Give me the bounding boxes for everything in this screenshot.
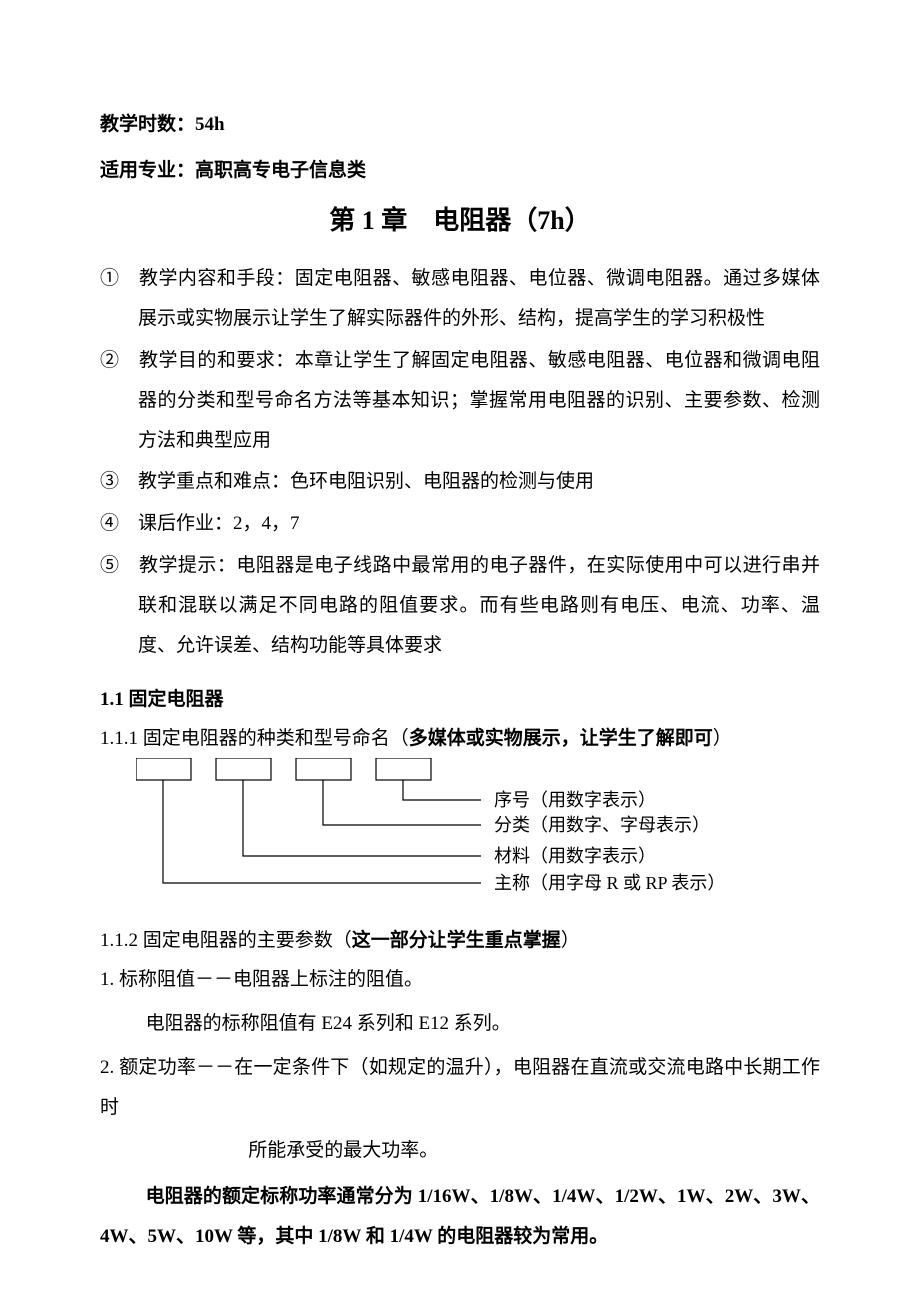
subsec-emphasis: 多媒体或实物展示，让学生了解即可 — [409, 728, 713, 749]
outline-item-1: ① 教学内容和手段：固定电阻器、敏感电阻器、电位器、微调电阻器。通过多媒体展示或… — [100, 259, 820, 339]
naming-diagram: 序号（用数字表示） 分类（用数字、字母表示） 材料（用数字表示） 主称（用字母 … — [136, 758, 820, 913]
teaching-hours: 教学时数：54h — [100, 109, 820, 136]
list-marker: ① — [100, 268, 119, 289]
outline-list: ① 教学内容和手段：固定电阻器、敏感电阻器、电位器、微调电阻器。通过多媒体展示或… — [100, 259, 820, 666]
list-text: 教学重点和难点：色环电阻识别、电阻器的检测与使用 — [138, 471, 594, 492]
subsec-suffix: ） — [561, 930, 580, 951]
subsec-suffix: ） — [713, 728, 732, 749]
applicable-major: 适用专业：高职高专电子信息类 — [100, 155, 820, 182]
chapter-title: 第 1 章 电阻器（7h） — [100, 200, 820, 237]
subsec-prefix: 1.1.1 固定电阻器的种类和型号命名（ — [100, 728, 409, 749]
rated-power-note: 电阻器的额定标称功率通常分为 1/16W、1/8W、1/4W、1/2W、1W、2… — [100, 1177, 820, 1257]
list-text: 教学提示：电阻器是电子线路中最常用的电子器件，在实际使用中可以进行串并联和混联以… — [138, 555, 820, 656]
outline-item-3: ③ 教学重点和难点：色环电阻识别、电阻器的检测与使用 — [100, 462, 820, 502]
document-page: 教学时数：54h 适用专业：高职高专电子信息类 第 1 章 电阻器（7h） ① … — [0, 0, 920, 1300]
outline-item-5: ⑤ 教学提示：电阻器是电子线路中最常用的电子器件，在实际使用中可以进行串并联和混… — [100, 546, 820, 666]
list-marker: ⑤ — [100, 555, 119, 576]
diagram-label-2: 分类（用数字、字母表示） — [494, 815, 710, 835]
list-text: 课后作业：2，4，7 — [138, 513, 300, 534]
outline-item-4: ④ 课后作业：2，4，7 — [100, 504, 820, 544]
list-text: 教学目的和要求：本章让学生了解固定电阻器、敏感电阻器、电位器和微调电阻器的分类和… — [138, 350, 820, 451]
outline-item-2: ② 教学目的和要求：本章让学生了解固定电阻器、敏感电阻器、电位器和微调电阻器的分… — [100, 341, 820, 461]
subsec-prefix: 1.1.2 固定电阻器的主要参数（ — [100, 930, 352, 951]
hours-label: 教学时数： — [100, 114, 195, 135]
naming-diagram-svg: 序号（用数字表示） 分类（用数字、字母表示） 材料（用数字表示） 主称（用字母 … — [136, 758, 776, 908]
subsection-1-1-2: 1.1.2 固定电阻器的主要参数（这一部分让学生重点掌握） — [100, 925, 820, 952]
list-text: 教学内容和手段：固定电阻器、敏感电阻器、电位器、微调电阻器。通过多媒体展示或实物… — [138, 268, 820, 329]
section-1-1-title: 1.1 固定电阻器 — [100, 684, 820, 711]
param-1-sub: 电阻器的标称阻值有 E24 系列和 E12 系列。 — [100, 1004, 820, 1044]
param-1: 1. 标称阻值－－电阻器上标注的阻值。 — [100, 960, 820, 1000]
hours-value: 54h — [195, 114, 225, 135]
list-marker: ④ — [100, 513, 119, 534]
param-2: 2. 额定功率－－在一定条件下（如规定的温升），电阻器在直流或交流电路中长期工作… — [100, 1048, 820, 1128]
subsec-emphasis: 这一部分让学生重点掌握 — [352, 930, 561, 951]
rated-power-text: 电阻器的额定标称功率通常分为 1/16W、1/8W、1/4W、1/2W、1W、2… — [100, 1186, 820, 1247]
diagram-label-1: 序号（用数字表示） — [494, 790, 656, 810]
diagram-label-3: 材料（用数字表示） — [494, 846, 656, 866]
list-marker: ③ — [100, 471, 119, 492]
subsection-1-1-1: 1.1.1 固定电阻器的种类和型号命名（多媒体或实物展示，让学生了解即可） — [100, 723, 820, 750]
param-2-sub: 所能承受的最大功率。 — [100, 1131, 820, 1171]
list-marker: ② — [100, 350, 119, 371]
diagram-label-4: 主称（用字母 R 或 RP 表示） — [494, 873, 725, 893]
